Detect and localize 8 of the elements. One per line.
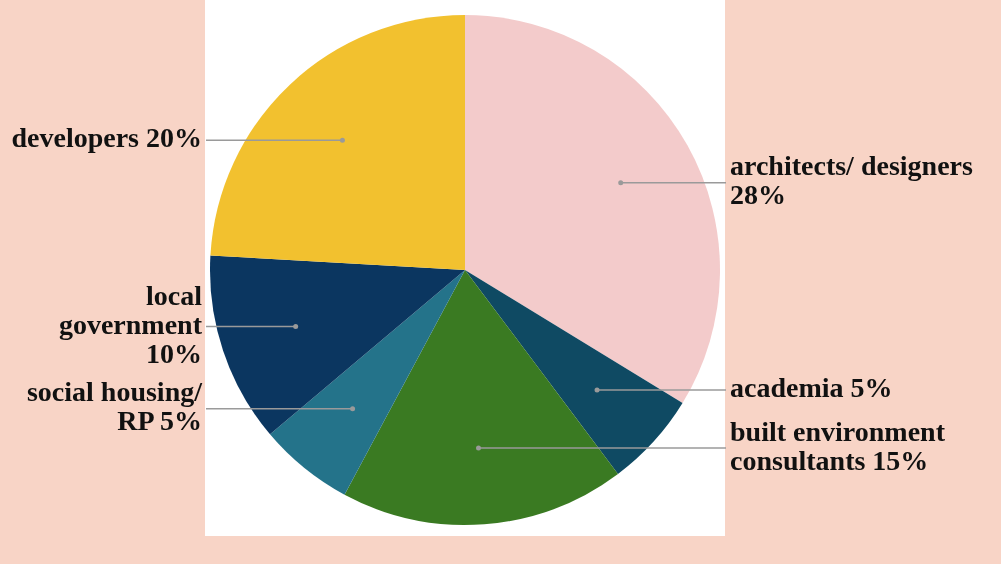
slice-label: local government bbox=[58, 279, 203, 340]
slice-label: social housing/ RP 5% bbox=[26, 376, 204, 437]
slice-label: developers 20% bbox=[11, 122, 202, 154]
slice-label: architects/ designers bbox=[730, 150, 973, 182]
data-label: 10% bbox=[146, 337, 202, 369]
data-label: 28% bbox=[730, 179, 786, 211]
slice-label: built environment consultants 15% bbox=[730, 415, 946, 476]
slice-label: academia 5% bbox=[730, 372, 893, 404]
